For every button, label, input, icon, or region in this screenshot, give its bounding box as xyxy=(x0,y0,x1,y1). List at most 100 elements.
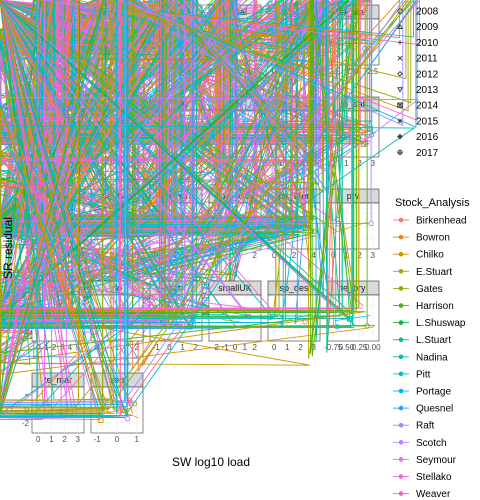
data-point xyxy=(0,50,52,409)
year-legend: 2008 2009 2010 2011 2012 2013 2014 2015 2016 2017 xyxy=(397,7,439,159)
x-tick-label: 2 xyxy=(62,435,67,444)
facet-strip-label: smallUK xyxy=(218,283,252,293)
stock-legend-key xyxy=(393,269,409,274)
data-point xyxy=(0,0,55,400)
stock-legend-key xyxy=(393,457,409,462)
stock-legend-key xyxy=(393,491,409,496)
x-tick-label: 1 xyxy=(115,343,120,352)
data-point xyxy=(0,125,416,417)
data-point xyxy=(0,0,129,408)
data-point xyxy=(131,400,138,407)
x-tick-label: 1 xyxy=(285,343,290,352)
data-point xyxy=(35,0,401,400)
year-legend-key xyxy=(397,102,403,108)
fit-line xyxy=(333,131,367,143)
stock-legend-label: Pitt xyxy=(416,369,431,380)
x-tick-label: 3 xyxy=(60,343,65,352)
data-point xyxy=(0,0,306,224)
data-point xyxy=(0,0,104,424)
data-point xyxy=(0,0,104,415)
stock-legend-key xyxy=(393,337,409,343)
x-tick-label: 2 xyxy=(292,251,297,260)
fit-line xyxy=(97,407,134,416)
year-legend-key xyxy=(397,23,403,29)
year-legend-label: 2014 xyxy=(416,101,439,112)
x-tick-label: -1 xyxy=(222,343,230,352)
stock-legend-key xyxy=(393,251,409,257)
x-tick-label: 3 xyxy=(371,251,376,260)
x-tick-label: 0 xyxy=(272,251,277,260)
stock-legend-key xyxy=(393,474,409,479)
facet-strip-label: pa_ther xyxy=(279,191,310,201)
stock-legend-label: Raft xyxy=(416,421,435,432)
year-legend-label: 2010 xyxy=(416,38,439,49)
stock-legend-key xyxy=(393,405,409,411)
stock-legend-label: Quesnel xyxy=(416,404,453,415)
x-tick-label: 1 xyxy=(243,343,248,352)
data-point xyxy=(0,0,417,417)
stock-legend-label: Seymour xyxy=(416,455,457,466)
year-legend-label: 2015 xyxy=(416,116,439,127)
x-tick-label: 3 xyxy=(312,343,317,352)
facet-strip-label: te_mar xyxy=(44,375,72,385)
stock-legend-label: L.Stuart xyxy=(416,335,451,346)
x-tick-label: 4 xyxy=(68,343,73,352)
fit-line xyxy=(331,222,367,234)
data-point xyxy=(0,0,77,414)
x-tick-label: 0 xyxy=(36,435,41,444)
stock-legend-label: E.Stuart xyxy=(416,267,452,278)
stock-legend-label: L.Shuswap xyxy=(416,318,466,329)
stock-legend-label: Gates xyxy=(416,284,443,295)
data-point xyxy=(126,400,132,406)
x-tick-label: 2 xyxy=(135,343,140,352)
data-point xyxy=(0,309,366,366)
stock-legend-label: Harrison xyxy=(416,301,454,312)
stock-legend-title: Stock_Analysis xyxy=(395,197,470,209)
year-legend-label: 2008 xyxy=(416,7,439,18)
x-tick-label: 2 xyxy=(357,159,362,168)
x-tick-label: 1 xyxy=(180,343,185,352)
fit-line xyxy=(102,403,139,419)
data-point xyxy=(0,0,242,308)
data-point xyxy=(0,0,354,353)
x-tick-label: 0 xyxy=(167,343,172,352)
facet-strip-label: prv xyxy=(347,191,360,201)
year-legend-key xyxy=(397,118,403,124)
stock-legend-label: Bowron xyxy=(416,233,450,244)
stock-legend-label: Stellako xyxy=(416,472,452,483)
year-legend-label: 2012 xyxy=(416,69,439,80)
year-legend-key xyxy=(397,55,403,61)
x-tick-label: 5 xyxy=(76,343,81,352)
x-tick-label: 2.5 xyxy=(367,67,379,76)
x-tick-label: 1 xyxy=(49,435,54,444)
facet-ven: ven-1 0 1 xyxy=(0,0,420,444)
x-tick-label: -1 xyxy=(94,435,102,444)
year-legend-label: 2011 xyxy=(416,54,438,65)
stock-legend-key xyxy=(393,217,409,223)
data-point xyxy=(0,0,412,412)
stock-legend-key xyxy=(393,422,409,428)
x-axis-label: SW log10 load xyxy=(172,455,250,469)
data-point xyxy=(0,0,287,323)
x-tick-label: 0.00 xyxy=(365,343,381,352)
x-tick-label: 3 xyxy=(371,159,376,168)
data-point xyxy=(294,0,324,325)
data-point xyxy=(302,319,308,325)
stock-legend-label: Weaver xyxy=(416,489,451,500)
x-tick-label: 0 xyxy=(36,343,41,352)
year-legend-key xyxy=(397,70,403,77)
data-point xyxy=(0,0,114,413)
y-axis-label: SR residual xyxy=(1,217,15,279)
fit-line xyxy=(334,315,371,321)
year-legend-label: 2016 xyxy=(416,132,439,143)
year-legend-key xyxy=(397,40,403,45)
x-tick-label: -0.75 xyxy=(324,343,343,352)
stock-legend-key xyxy=(393,320,409,325)
stock-legend-key xyxy=(393,371,409,377)
stock-legend-label: Scotch xyxy=(416,438,447,449)
year-legend-label: 2017 xyxy=(416,148,439,159)
x-tick-label: 2 xyxy=(253,343,258,352)
x-tick-label: 2 xyxy=(357,251,362,260)
stock-legend-key xyxy=(393,234,409,240)
x-tick-label: 0.50 xyxy=(339,343,355,352)
